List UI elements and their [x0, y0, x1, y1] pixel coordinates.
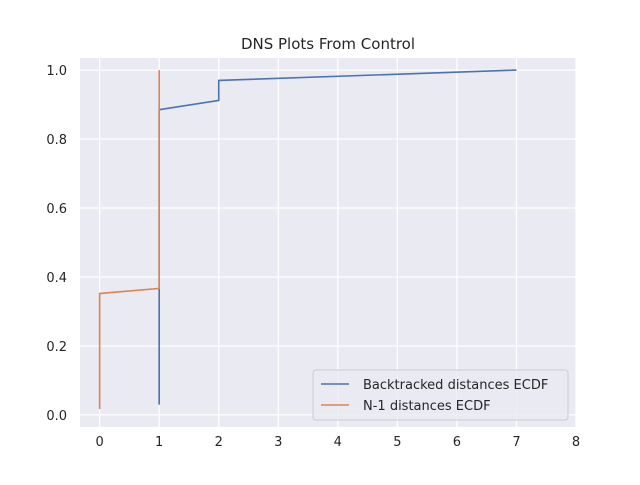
series-line-n-minus-1 — [98, 70, 160, 410]
y-tick-label: 0.4 — [46, 271, 67, 286]
chart-title: DNS Plots From Control — [241, 35, 415, 53]
y-tick-label: 0.0 — [46, 409, 67, 424]
plot-area — [80, 58, 576, 427]
grid-lines — [80, 58, 577, 427]
legend-label: N-1 distances ECDF — [363, 399, 491, 414]
x-tick-label: 5 — [393, 435, 401, 450]
x-tick-label: 1 — [155, 435, 163, 450]
legend-label: Backtracked distances ECDF — [363, 378, 548, 393]
x-tick-label: 3 — [274, 435, 282, 450]
series-lines — [98, 69, 517, 410]
tick-labels: 0 1 2 3 4 5 6 7 8 0.0 0.2 0.4 0.6 0.8 1.0 — [46, 64, 580, 450]
x-tick-label: 7 — [512, 435, 520, 450]
x-tick-label: 2 — [215, 435, 223, 450]
x-tick-label: 0 — [96, 435, 104, 450]
y-tick-label: 1.0 — [46, 64, 67, 79]
y-tick-label: 0.2 — [46, 340, 67, 355]
x-tick-label: 8 — [572, 435, 580, 450]
x-tick-label: 6 — [453, 435, 461, 450]
legend-box — [312, 369, 569, 421]
x-tick-label: 4 — [334, 435, 342, 450]
legend: Backtracked distances ECDF N-1 distances … — [312, 369, 569, 421]
y-tick-label: 0.6 — [46, 202, 67, 217]
y-tick-label: 0.8 — [46, 133, 67, 148]
